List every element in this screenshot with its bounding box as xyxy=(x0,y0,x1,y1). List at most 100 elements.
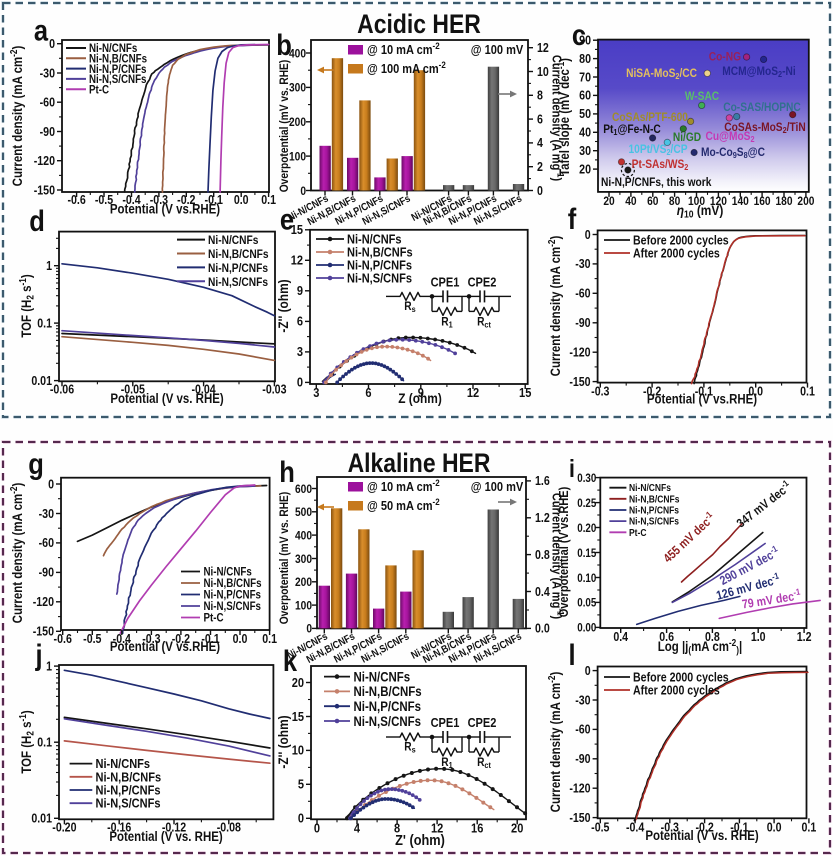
svg-text:j: j xyxy=(35,638,43,671)
svg-text:NiSA-MoS2​/CC: NiSA-MoS2​/CC xyxy=(626,67,697,81)
svg-text:6: 6 xyxy=(297,314,303,329)
svg-text:-30: -30 xyxy=(575,694,590,708)
svg-text:-0.5: -0.5 xyxy=(83,632,102,646)
svg-text:Ni-N/CNFs: Ni-N/CNFs xyxy=(208,234,258,247)
svg-text:Current density (mA cm-2​): Current density (mA cm-2​) xyxy=(546,236,563,377)
svg-text:160: 160 xyxy=(754,195,771,208)
svg-text:Ni-N,P/CNFs: Ni-N,P/CNFs xyxy=(347,258,412,273)
svg-text:40: 40 xyxy=(625,195,636,208)
svg-text:0.25: 0.25 xyxy=(577,497,596,510)
svg-text:0.1: 0.1 xyxy=(37,736,52,750)
svg-text:k: k xyxy=(283,644,298,677)
svg-text:Ni-N,S/CNFs: Ni-N,S/CNFs xyxy=(208,276,268,289)
svg-text:4: 4 xyxy=(354,820,360,835)
svg-text:After 2000 cycles: After 2000 cycles xyxy=(633,247,720,261)
svg-text:12: 12 xyxy=(291,253,304,268)
svg-text:@ 100 mV: @ 100 mV xyxy=(471,479,523,494)
svg-text:Ni-N/CNFs: Ni-N/CNFs xyxy=(629,483,671,494)
svg-text:0: 0 xyxy=(306,623,312,636)
svg-text:-0.2: -0.2 xyxy=(172,632,190,646)
svg-text:5: 5 xyxy=(298,777,304,792)
svg-text:-0.1: -0.1 xyxy=(201,632,220,646)
svg-text:6: 6 xyxy=(537,113,543,127)
svg-text:40: 40 xyxy=(579,126,591,140)
svg-text:-150: -150 xyxy=(569,375,590,389)
svg-text:0.1: 0.1 xyxy=(261,193,276,207)
svg-text:-0.20: -0.20 xyxy=(52,821,76,835)
svg-text:15: 15 xyxy=(291,222,304,237)
svg-text:-150: -150 xyxy=(569,811,590,825)
svg-text:Acidic HER: Acidic HER xyxy=(357,9,481,39)
svg-text:0.01: 0.01 xyxy=(31,374,52,388)
svg-text:1.2: 1.2 xyxy=(797,630,812,644)
svg-text:9: 9 xyxy=(418,385,424,400)
svg-text:0.0: 0.0 xyxy=(767,821,782,835)
svg-text:0.8: 0.8 xyxy=(705,630,720,644)
svg-text:-0.5: -0.5 xyxy=(95,193,114,207)
svg-text:-90: -90 xyxy=(575,752,590,766)
svg-text:4: 4 xyxy=(537,136,543,150)
svg-text:0: 0 xyxy=(585,228,591,242)
svg-text:Current density (mA cm-2​): Current density (mA cm-2​) xyxy=(546,672,563,813)
svg-text:Pt1​@Fe-N-C: Pt1​@Fe-N-C xyxy=(603,123,661,137)
svg-text:-60: -60 xyxy=(575,287,590,301)
svg-text:30: 30 xyxy=(579,144,591,158)
svg-text:Ni-N,S/CNFs: Ni-N,S/CNFs xyxy=(354,714,422,729)
svg-text:Potential (V vs. RHE): Potential (V vs. RHE) xyxy=(645,828,758,843)
svg-text:Current density (A mg-1​): Current density (A mg-1​) xyxy=(549,493,566,619)
svg-text:100: 100 xyxy=(289,151,306,164)
svg-text:1: 1 xyxy=(46,660,52,674)
svg-text:-0.3: -0.3 xyxy=(150,193,169,207)
svg-text:Before 2000 cycles: Before 2000 cycles xyxy=(633,234,729,248)
svg-text:90: 90 xyxy=(579,34,591,48)
svg-text:-0.16: -0.16 xyxy=(107,821,132,835)
svg-text:d: d xyxy=(29,204,45,237)
svg-text:Ni-N/CNFs: Ni-N/CNFs xyxy=(204,566,252,579)
svg-text:Tafel slope (mV dec-1​): Tafel slope (mV dec-1​) xyxy=(555,58,572,176)
svg-text:100: 100 xyxy=(688,195,705,208)
svg-text:Ni/GD: Ni/GD xyxy=(673,131,701,144)
svg-text:Ni-N,S/CNFs: Ni-N,S/CNFs xyxy=(96,796,161,811)
svg-text:300: 300 xyxy=(295,553,312,566)
svg-text:180: 180 xyxy=(775,195,792,208)
svg-text:0: 0 xyxy=(49,37,55,51)
svg-text:-0.05: -0.05 xyxy=(121,383,146,397)
svg-text:Ni-N/CNFs: Ni-N/CNFs xyxy=(96,756,151,771)
svg-text:CPE1: CPE1 xyxy=(431,715,460,730)
svg-text:CPE1: CPE1 xyxy=(431,275,460,290)
svg-text:8: 8 xyxy=(537,89,543,103)
svg-text:CPE2: CPE2 xyxy=(468,715,497,730)
svg-text:Current density (A mg-1​): Current density (A mg-1​) xyxy=(549,55,566,181)
svg-text:-60: -60 xyxy=(575,723,590,737)
svg-text:400: 400 xyxy=(295,530,312,543)
svg-text:-30: -30 xyxy=(40,67,55,81)
svg-text:-0.2: -0.2 xyxy=(695,821,713,835)
svg-text:Rct​: Rct​ xyxy=(477,756,491,770)
svg-text:Ni-N,S/CNFs: Ni-N,S/CNFs xyxy=(204,600,262,613)
svg-text:20: 20 xyxy=(579,163,591,177)
svg-text:80: 80 xyxy=(669,195,680,208)
svg-text:0.8: 0.8 xyxy=(535,548,550,562)
svg-text:Ni-N/CNFs: Ni-N/CNFs xyxy=(354,670,411,685)
svg-text:Pt-C: Pt-C xyxy=(629,527,647,538)
svg-text:Ni-N,P/CNFs: Ni-N,P/CNFs xyxy=(208,262,268,275)
svg-text:-30: -30 xyxy=(575,257,590,271)
svg-text:600: 600 xyxy=(295,483,312,496)
svg-text:Potential (V vs.RHE): Potential (V vs.RHE) xyxy=(110,639,220,654)
svg-text:CoSAs/PTF-600: CoSAs/PTF-600 xyxy=(612,111,688,124)
svg-text:0: 0 xyxy=(300,185,306,198)
svg-text:3: 3 xyxy=(313,385,319,400)
svg-text:0: 0 xyxy=(314,820,320,835)
svg-text:-0.1: -0.1 xyxy=(730,821,749,835)
svg-text:-0.08: -0.08 xyxy=(217,821,242,835)
svg-text:0.05: 0.05 xyxy=(577,597,596,610)
svg-text:Ni-N,B/CNFs: Ni-N,B/CNFs xyxy=(204,577,262,590)
svg-text:50: 50 xyxy=(579,107,591,121)
svg-text:-0.06: -0.06 xyxy=(50,383,75,397)
svg-text:2: 2 xyxy=(537,160,543,174)
svg-text:TOF (H2​ s-1​): TOF (H2​ s-1​) xyxy=(17,710,35,773)
svg-text:-120: -120 xyxy=(569,346,590,360)
svg-text:-0.1: -0.1 xyxy=(695,385,714,399)
svg-text:CoSAs-MoS2​/TiN: CoSAs-MoS2​/TiN xyxy=(724,121,805,135)
svg-text:-120: -120 xyxy=(33,595,54,609)
